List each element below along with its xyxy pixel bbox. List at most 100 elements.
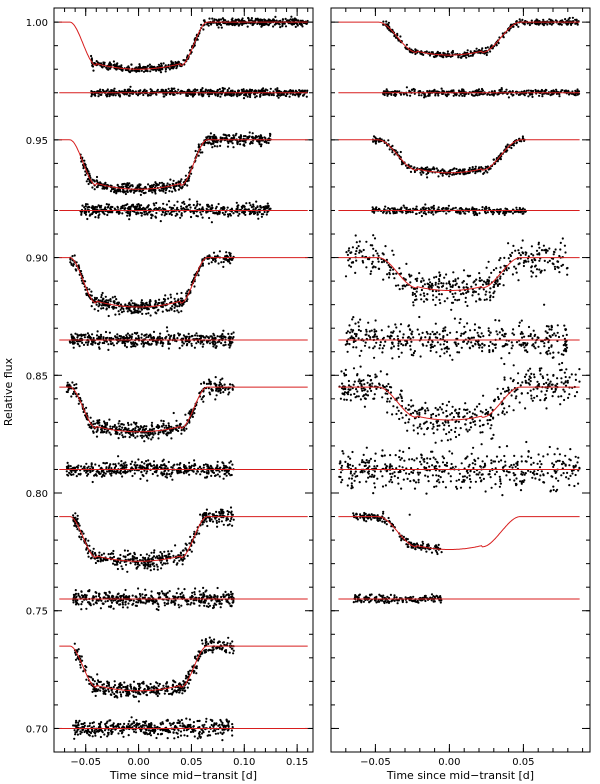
residual-point	[121, 341, 124, 345]
data-point	[80, 538, 83, 541]
data-point	[205, 508, 208, 511]
residual-point	[199, 593, 202, 596]
residual-point	[140, 471, 143, 474]
residual-point	[225, 474, 228, 477]
data-point	[168, 183, 171, 186]
data-point	[156, 557, 159, 560]
residual-point	[159, 220, 162, 223]
data-point	[122, 191, 125, 194]
data-point	[184, 547, 187, 550]
data-point	[91, 65, 95, 68]
data-point	[87, 555, 90, 558]
data-point	[217, 26, 220, 29]
residual-point	[220, 602, 223, 605]
data-point	[168, 309, 171, 312]
data-point	[135, 186, 138, 189]
residual-point	[266, 206, 269, 209]
residual-point	[180, 214, 183, 217]
residual-point	[227, 343, 230, 346]
data-point	[92, 420, 95, 423]
residual-point	[260, 89, 263, 92]
data-point	[113, 63, 116, 66]
residual-point	[92, 603, 95, 606]
residual-point	[160, 88, 163, 92]
residual-point	[193, 346, 196, 349]
data-point	[226, 518, 230, 521]
data-point	[176, 305, 179, 308]
data-point	[85, 406, 88, 409]
residual-point	[137, 587, 140, 590]
data-point	[141, 556, 145, 559]
data-point	[214, 260, 217, 263]
data-point	[250, 17, 253, 20]
data-point	[229, 519, 232, 523]
residual-point	[97, 204, 100, 207]
data-point	[147, 557, 150, 560]
data-point	[173, 306, 176, 309]
data-point	[222, 260, 225, 264]
residual-point	[237, 214, 240, 217]
data-point	[116, 567, 119, 571]
residual-point	[106, 88, 109, 91]
residual-point	[266, 89, 269, 92]
data-point	[190, 408, 193, 411]
residual-point	[153, 204, 156, 207]
data-point	[149, 569, 152, 572]
residual-point	[86, 206, 89, 209]
data-point	[218, 23, 221, 26]
data-point	[202, 381, 205, 384]
data-point	[96, 429, 99, 432]
residual-point	[232, 331, 235, 334]
residual-point	[127, 336, 131, 340]
data-point	[220, 26, 223, 29]
data-point	[130, 299, 133, 302]
residual-point	[105, 461, 108, 465]
residual-point	[196, 334, 199, 337]
data-point	[210, 261, 213, 264]
residual-point	[81, 600, 84, 603]
data-point	[122, 436, 125, 439]
data-point	[155, 182, 158, 185]
data-point	[85, 293, 88, 297]
data-point	[98, 551, 101, 554]
residual-point	[206, 340, 209, 343]
data-point	[181, 549, 184, 552]
residual-point	[200, 213, 203, 216]
residual-point	[219, 606, 222, 609]
data-point	[143, 440, 146, 443]
residual-point	[160, 341, 163, 344]
data-point	[216, 525, 219, 528]
residual-point	[226, 600, 229, 604]
data-point	[102, 552, 106, 555]
residual-point	[145, 336, 148, 339]
residual-point	[125, 93, 128, 96]
data-point	[115, 431, 118, 434]
data-point	[177, 184, 180, 187]
data-point	[148, 565, 151, 568]
data-point	[224, 19, 227, 22]
data-point	[107, 553, 110, 556]
data-point	[159, 551, 162, 554]
data-point	[240, 19, 243, 22]
residual-point	[138, 206, 141, 209]
plot-frame	[53, 7, 314, 753]
data-point	[72, 263, 75, 266]
residual-point	[104, 330, 108, 334]
data-point	[222, 391, 225, 394]
residual-point	[102, 211, 105, 214]
data-point	[223, 137, 226, 140]
data-point	[74, 522, 77, 525]
data-point	[263, 140, 266, 143]
residual-point	[298, 89, 301, 92]
data-point	[130, 63, 133, 66]
data-point	[219, 140, 222, 143]
data-point	[176, 309, 179, 312]
residual-point	[232, 335, 235, 339]
residual-point	[159, 596, 162, 599]
data-point	[215, 394, 218, 397]
data-point	[145, 434, 148, 437]
data-point	[86, 178, 89, 181]
residual-point	[117, 592, 120, 595]
data-point	[283, 22, 286, 25]
data-point	[139, 434, 142, 437]
